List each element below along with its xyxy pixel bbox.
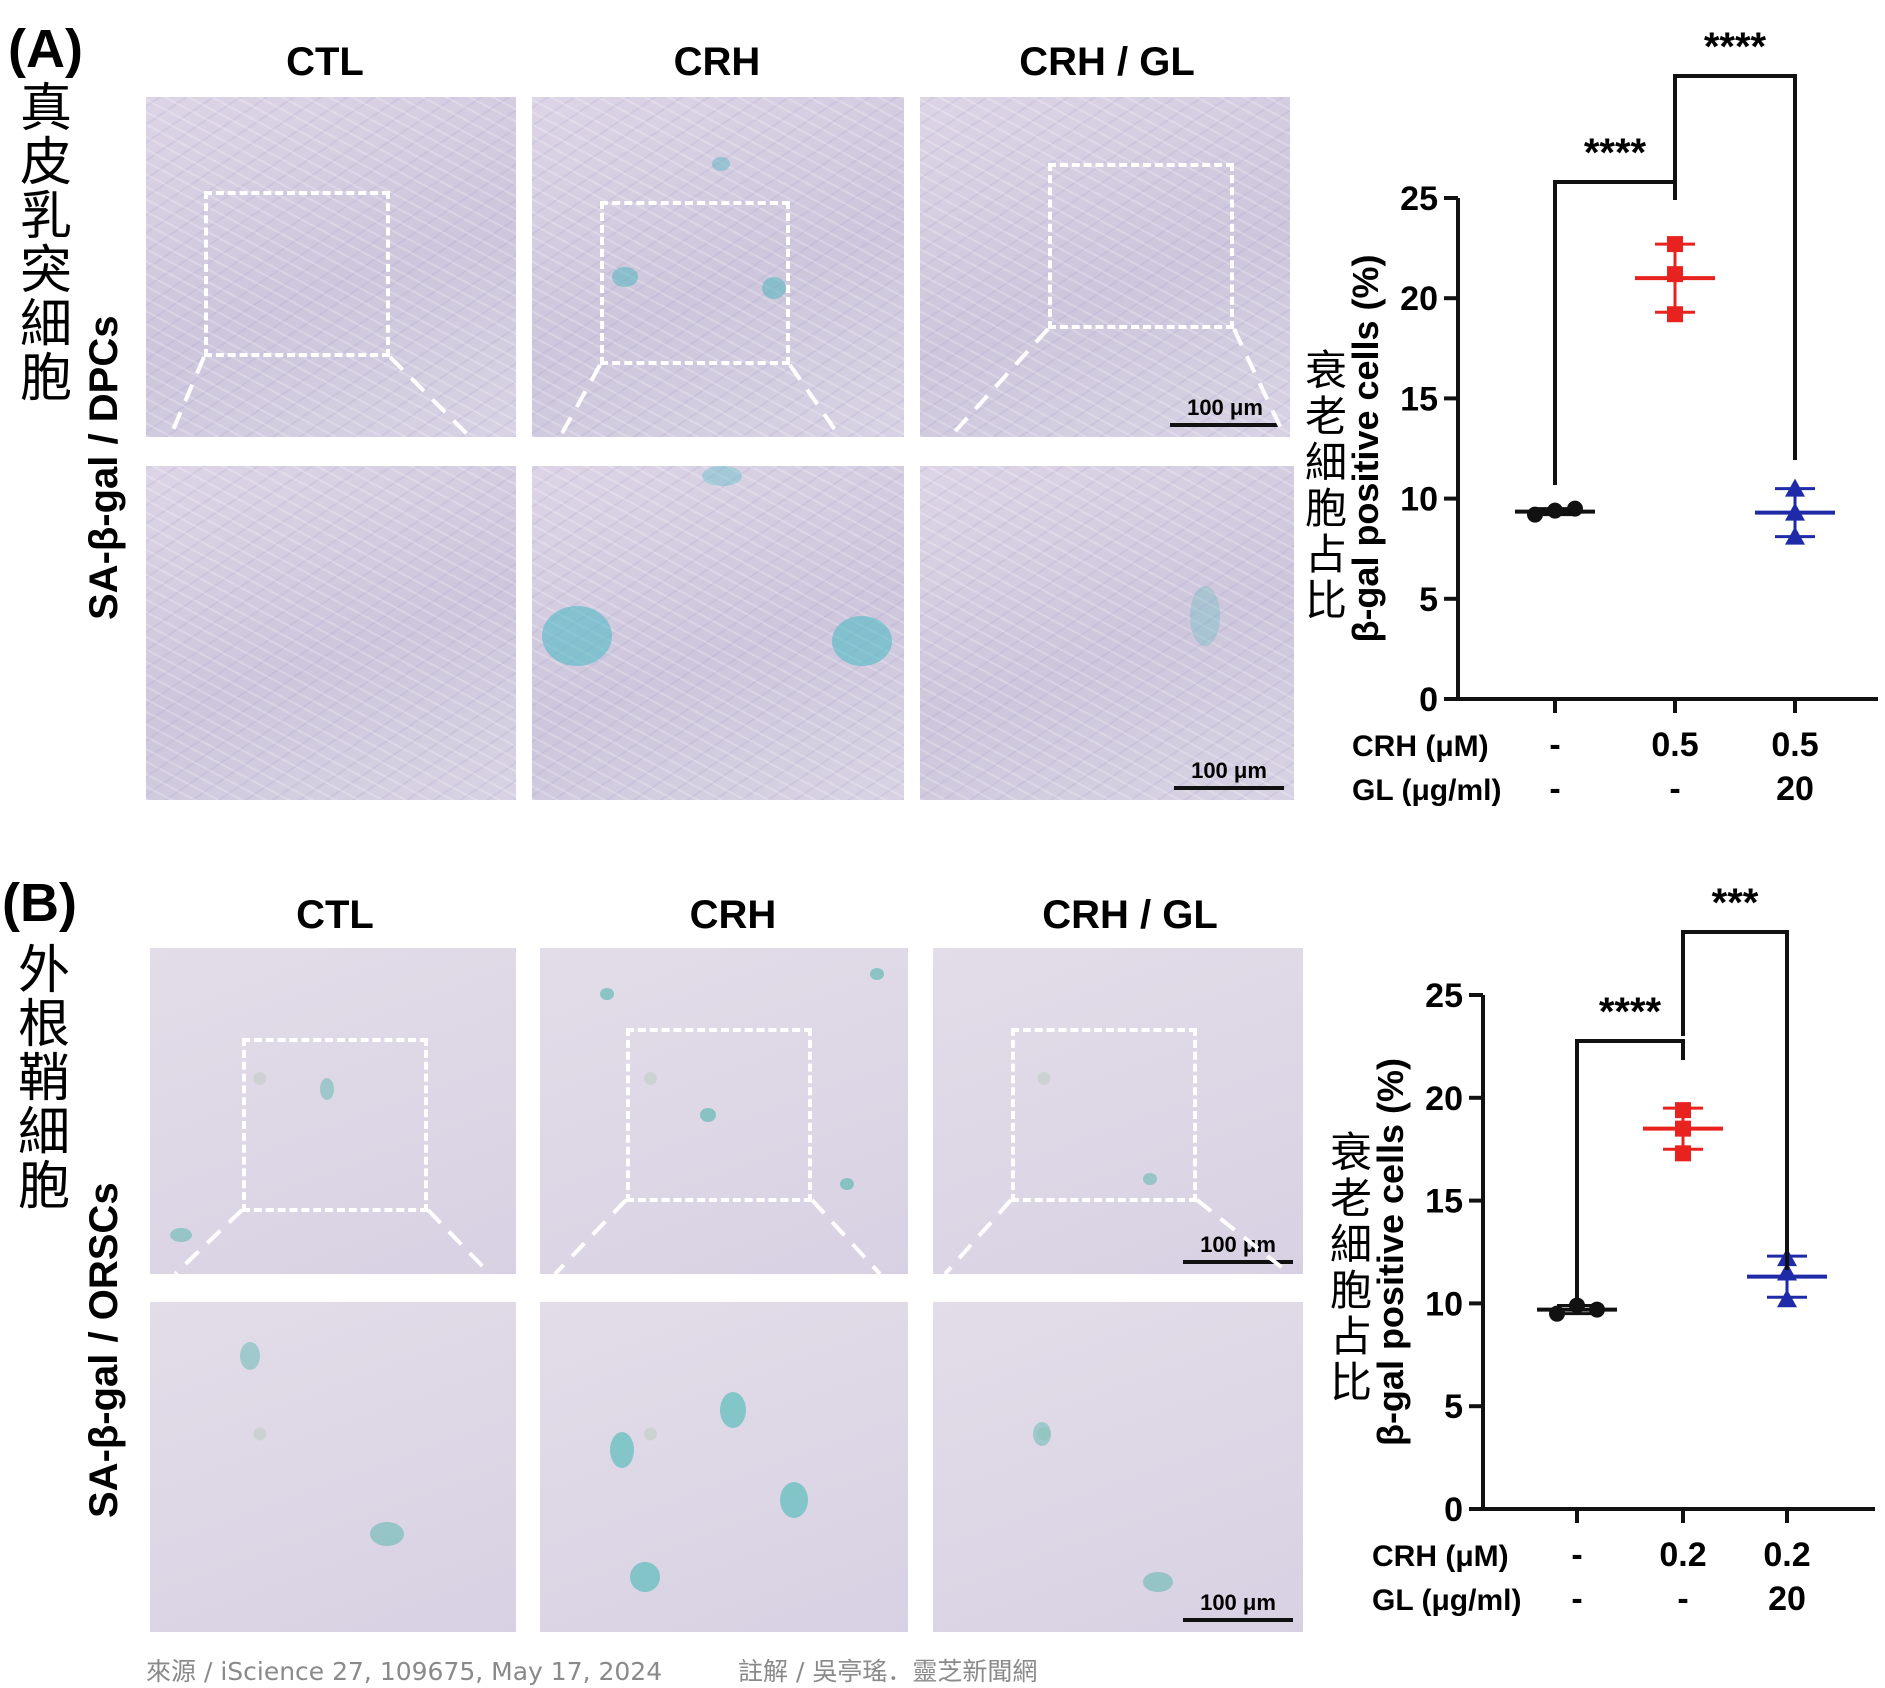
- gl-value: 20: [1776, 770, 1814, 808]
- scale-bar: 100 μm: [1183, 1590, 1293, 1622]
- zoom-region-box: [1048, 163, 1234, 329]
- data-point: [1589, 1301, 1605, 1318]
- y-axis-label: β-gal positive cells (%): [1370, 1058, 1411, 1446]
- zoom-region-box: [204, 191, 390, 357]
- chart-a-cn-label: 衰老細胞占比: [1304, 346, 1347, 625]
- y-tick-label: 5: [1444, 1388, 1463, 1426]
- data-point: [1785, 526, 1805, 545]
- micrograph-a-ctl-overview: [146, 97, 516, 437]
- panel-a-letter: (A): [8, 19, 83, 79]
- panel-a-cn-label: 真皮乳突細胞: [19, 79, 72, 409]
- data-point: [1675, 1102, 1691, 1119]
- crh-value: 0.5: [1771, 726, 1818, 764]
- chart-b-cn-label: 衰老細胞占比: [1329, 1128, 1372, 1407]
- panel-b-col-ctl: CTL: [296, 893, 374, 937]
- data-point: [1549, 1305, 1565, 1322]
- micrograph-b-crhgl-overview: 100 μm: [933, 948, 1303, 1274]
- data-point: [1667, 266, 1683, 283]
- crh-value: 0.2: [1659, 1536, 1706, 1574]
- panel-b-col-crh: CRH: [689, 893, 777, 937]
- micrograph-a-crhgl-overview: 100 μm: [920, 97, 1290, 437]
- gl-value: -: [1677, 1580, 1688, 1618]
- data-point: [1547, 502, 1563, 519]
- panel-a-col-ctl: CTL: [286, 40, 364, 84]
- y-tick-label: 15: [1400, 380, 1438, 418]
- micrograph-a-crhgl-zoom: 100 μm: [920, 466, 1294, 800]
- gl-value: -: [1571, 1580, 1582, 1618]
- gl-value: 20: [1768, 1580, 1806, 1618]
- panel-b-cn-label: 外根鞘細胞: [17, 941, 70, 1217]
- significance-bracket: [1575, 1039, 1685, 1314]
- zoom-region-box: [600, 201, 790, 365]
- y-tick-label: 10: [1425, 1285, 1463, 1323]
- scale-bar: 100 μm: [1174, 758, 1284, 790]
- zoom-region-box: [242, 1038, 428, 1212]
- panel-a-col-crh: CRH: [673, 40, 761, 84]
- y-tick-label: 25: [1400, 180, 1438, 218]
- gl-value: -: [1669, 770, 1680, 808]
- panel-b-letter: (B): [2, 873, 77, 933]
- y-tick-label: 0: [1419, 681, 1438, 719]
- crh-value: -: [1549, 726, 1560, 764]
- significance-label: ****: [1599, 990, 1662, 1034]
- data-point: [1785, 502, 1805, 521]
- significance-label: ***: [1712, 881, 1759, 925]
- micrograph-b-crh-overview: [540, 948, 908, 1274]
- significance-label: ****: [1584, 131, 1647, 175]
- data-point: [1527, 506, 1543, 523]
- micrograph-b-crh-zoom: [540, 1302, 908, 1632]
- crh-value: 0.5: [1651, 726, 1698, 764]
- row-label-gl: GL (μg/ml): [1372, 1584, 1521, 1617]
- micrograph-b-ctl-overview: [150, 948, 516, 1274]
- significance-bracket: [1673, 74, 1797, 460]
- data-point: [1777, 1262, 1797, 1281]
- significance-bracket: [1681, 930, 1789, 1270]
- micrograph-a-crh-overview: [532, 97, 904, 437]
- significance-bracket: [1553, 180, 1677, 485]
- y-tick-label: 5: [1419, 581, 1438, 619]
- zoom-region-box: [1011, 1028, 1197, 1202]
- crh-value: 0.2: [1763, 1536, 1810, 1574]
- zoom-region-box: [626, 1028, 812, 1202]
- data-point: [1667, 306, 1683, 323]
- y-tick-label: 0: [1444, 1491, 1463, 1529]
- y-tick-label: 15: [1425, 1183, 1463, 1221]
- data-point: [1667, 236, 1683, 253]
- micrograph-a-crh-zoom: [532, 466, 904, 800]
- y-tick-label: 20: [1425, 1080, 1463, 1118]
- panel-a-col-crh-gl: CRH / GL: [1019, 40, 1195, 84]
- data-point: [1785, 478, 1805, 497]
- scale-bar: 100 μm: [1183, 1232, 1293, 1264]
- crh-value: -: [1571, 1536, 1582, 1574]
- micrograph-b-crhgl-zoom: 100 μm: [933, 1302, 1303, 1632]
- row-label-gl: GL (μg/ml): [1352, 774, 1501, 807]
- chart-b: 0 5 10 15 20 25 β-gal positive cells (%) - - 0.2 -…: [1370, 881, 1875, 1618]
- source-citation: 來源 / iScience 27, 109675, May 17, 2024: [146, 1657, 663, 1686]
- y-axis-label: β-gal positive cells (%): [1345, 254, 1386, 642]
- row-label-crh: CRH (μM): [1372, 1540, 1509, 1573]
- micrograph-b-ctl-zoom: [150, 1302, 516, 1632]
- data-point: [1675, 1145, 1691, 1162]
- data-point: [1777, 1289, 1797, 1308]
- data-point: [1675, 1120, 1691, 1137]
- y-tick-label: 25: [1425, 977, 1463, 1015]
- scale-bar: 100 μm: [1170, 395, 1280, 427]
- row-label-crh: CRH (μM): [1352, 730, 1489, 763]
- y-tick-label: 10: [1400, 481, 1438, 519]
- significance-label: ****: [1704, 25, 1767, 69]
- annotation-credit: 註解 / 吳亭瑤．靈芝新聞網: [738, 1657, 1038, 1686]
- gl-value: -: [1549, 770, 1560, 808]
- micrograph-a-ctl-zoom: [146, 466, 516, 800]
- y-tick-label: 20: [1400, 280, 1438, 318]
- data-point: [1567, 500, 1583, 517]
- panel-b-col-crh-gl: CRH / GL: [1042, 893, 1218, 937]
- chart-a: 0 5 10 15 20 25 β-gal positive cells (%) - - 0.5 -…: [1345, 25, 1878, 808]
